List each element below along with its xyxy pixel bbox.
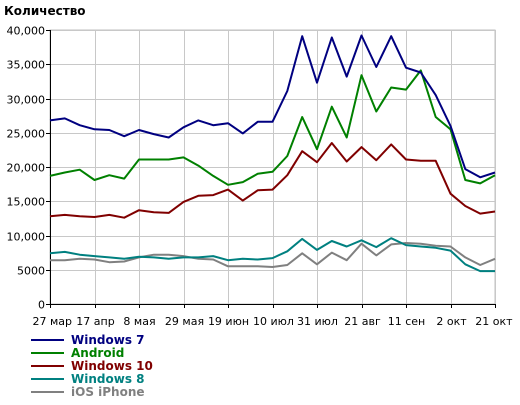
series-line-ios-iphone xyxy=(50,242,496,268)
y-axis-tick-labels: 0 5000 10,000 15,000 20,000 25,000 30,000 35,00… xyxy=(7,25,46,312)
x-tick-label: 31 июл xyxy=(297,315,338,328)
y-tick-label: 5000 xyxy=(17,265,45,278)
x-tick-label: 27 мар xyxy=(33,315,73,328)
chart-title: Количество xyxy=(4,4,86,18)
grid-lines xyxy=(49,29,496,305)
legend-label-windows-7: Windows 7 xyxy=(71,333,144,347)
y-tick-label: 20,000 xyxy=(7,162,46,175)
y-tick-label: 40,000 xyxy=(7,25,46,38)
series-line-windows-8 xyxy=(49,237,495,273)
series-line-android xyxy=(49,69,496,186)
x-tick-label: 21 авг xyxy=(344,315,381,328)
y-tick-label: 10,000 xyxy=(7,231,46,244)
y-tick-label: 15,000 xyxy=(7,196,46,209)
y-tick-label: 0 xyxy=(38,299,45,312)
legend-label-ios-iphone: iOS iPhone xyxy=(71,385,145,399)
y-tick-label: 35,000 xyxy=(7,59,46,72)
x-tick-label: 8 мая xyxy=(123,315,155,328)
legend-label-windows-8: Windows 8 xyxy=(71,372,144,386)
series-line-windows-10 xyxy=(49,142,496,219)
x-tick-label: 17 апр xyxy=(76,315,114,328)
legend-label-android: Android xyxy=(71,346,124,360)
x-tick-label: 2 окт xyxy=(436,315,467,328)
x-axis-tick-labels: 27 мар 17 апр 8 мая 29 мая 19 июн 10 июл 31 ию… xyxy=(33,315,514,328)
axes xyxy=(46,30,496,308)
x-tick-label: 29 мая xyxy=(165,315,204,328)
data-series xyxy=(49,34,496,273)
y-tick-label: 25,000 xyxy=(7,128,46,141)
x-tick-label: 11 сен xyxy=(388,315,426,328)
y-tick-label: 30,000 xyxy=(7,94,46,107)
x-tick-label: 21 окт xyxy=(475,315,513,328)
legend-label-windows-10: Windows 10 xyxy=(71,359,153,373)
series-line-windows-7 xyxy=(49,34,496,179)
x-tick-label: 10 июл xyxy=(253,315,294,328)
x-tick-label: 19 июн xyxy=(208,315,249,328)
